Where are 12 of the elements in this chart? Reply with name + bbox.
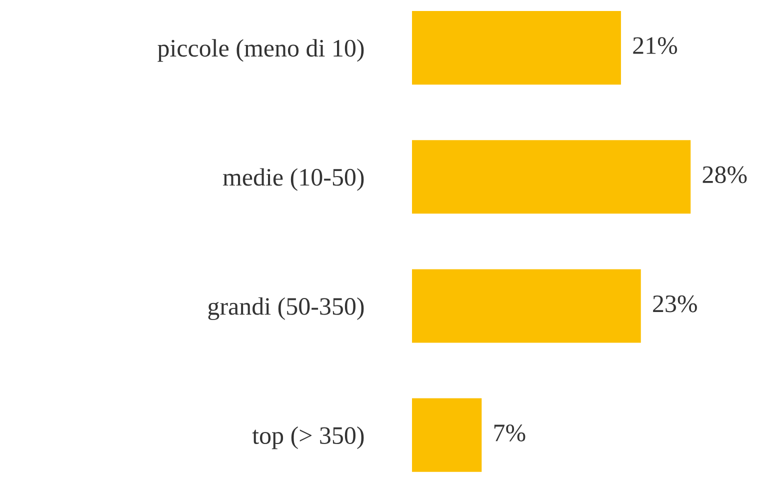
y-tick-label: piccole (meno di 10) (158, 39, 364, 62)
y-tick-label: medie (10-50) (222, 168, 364, 191)
y-tick-label: grandi (50-350) (208, 297, 364, 320)
bar (412, 269, 641, 343)
data-label: 7% (494, 424, 526, 442)
y-tick-label: top (> 350) (252, 426, 364, 450)
bar (412, 140, 691, 214)
bar (412, 398, 482, 472)
bar (412, 10, 621, 85)
data-label: 23% (653, 295, 697, 312)
data-label: 28% (702, 166, 747, 184)
data-label: 21% (633, 37, 678, 54)
